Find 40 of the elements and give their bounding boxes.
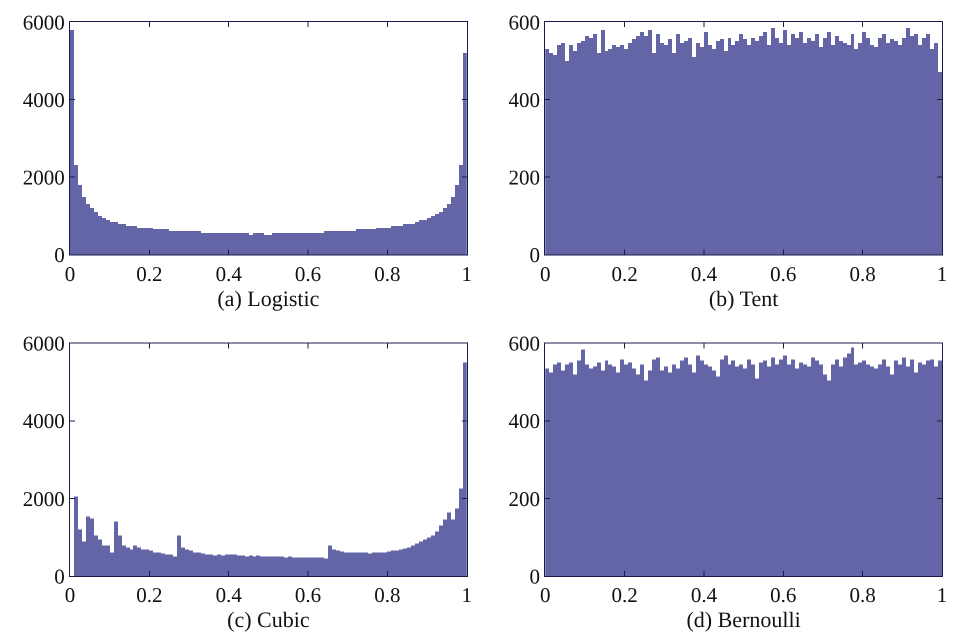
x-tick-label: 1 xyxy=(462,262,472,286)
x-tick-label: 1 xyxy=(462,583,472,608)
x-tick-label: 0.2 xyxy=(136,262,162,286)
y-tick-label: 4000 xyxy=(22,409,65,434)
y-tick-label: 200 xyxy=(508,165,540,190)
y-tick-label: 600 xyxy=(508,332,540,356)
x-axis-title: (d) Bernoulli xyxy=(686,607,801,632)
y-tick-label: 6000 xyxy=(22,10,65,34)
x-axis-title: (a) Logistic xyxy=(217,286,320,311)
y-tick-label: 6000 xyxy=(22,332,65,356)
y-tick-label: 400 xyxy=(508,409,540,434)
x-tick-label: 0.4 xyxy=(690,262,718,286)
y-tick-label: 0 xyxy=(530,243,540,268)
x-tick-label: 0.4 xyxy=(216,583,242,608)
x-tick-label: 0.4 xyxy=(690,583,718,608)
x-tick-label: 0.4 xyxy=(216,262,242,286)
y-tick-label: 0 xyxy=(54,243,65,268)
y-tick-label: 200 xyxy=(508,486,540,511)
x-tick-label: 0.8 xyxy=(850,262,876,286)
x-tick-label: 0.2 xyxy=(136,583,162,608)
y-tick-label: 400 xyxy=(508,88,540,112)
y-tick-label: 2000 xyxy=(22,486,65,511)
x-tick-label: 1 xyxy=(936,583,948,608)
y-tick-label: 600 xyxy=(508,10,540,34)
y-tick-label: 2000 xyxy=(22,165,65,190)
x-tick-label: 1 xyxy=(936,262,948,286)
y-tick-label: 0 xyxy=(530,564,540,588)
x-tick-label: 0.2 xyxy=(611,583,638,608)
x-axis-title: (c) Cubic xyxy=(227,607,310,632)
x-tick-label: 0.6 xyxy=(294,262,322,286)
x-axis-title: (b) Tent xyxy=(708,286,778,311)
x-tick-label: 0.6 xyxy=(294,583,322,608)
x-tick-label: 0.8 xyxy=(374,583,401,608)
y-tick-label: 4000 xyxy=(22,88,65,112)
x-tick-label: 0.8 xyxy=(850,583,876,608)
y-tick-label: 0 xyxy=(54,564,65,588)
x-tick-label: 0.8 xyxy=(374,262,401,286)
x-tick-label: 0.2 xyxy=(611,262,638,286)
x-tick-label: 0.6 xyxy=(770,262,796,286)
x-tick-label: 0.6 xyxy=(770,583,796,608)
